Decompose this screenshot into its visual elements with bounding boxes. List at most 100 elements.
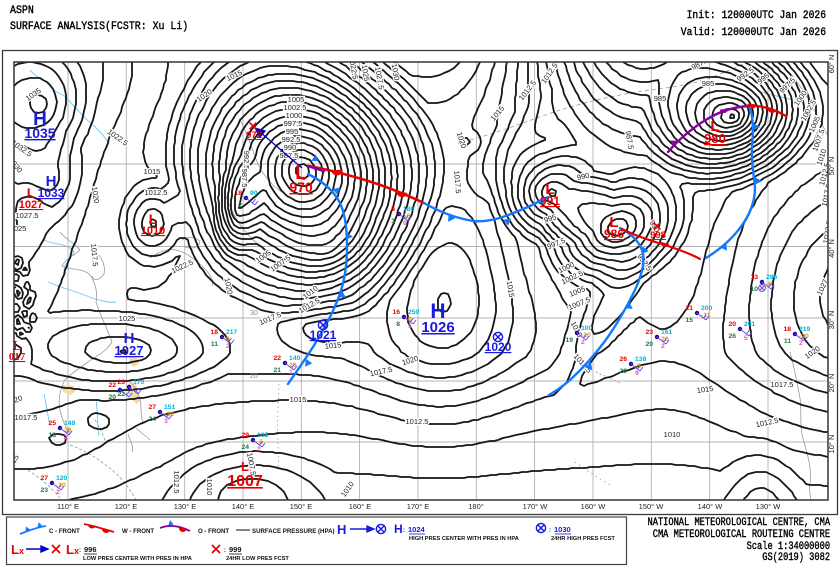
svg-text:1015: 1015 bbox=[290, 395, 307, 404]
svg-text:1020: 1020 bbox=[455, 131, 469, 150]
svg-text:1017.5: 1017.5 bbox=[452, 170, 463, 194]
svg-text:1: 1 bbox=[289, 369, 293, 376]
svg-text:15: 15 bbox=[685, 317, 693, 324]
svg-text:1021: 1021 bbox=[310, 328, 337, 342]
svg-text:997.5: 997.5 bbox=[284, 119, 303, 128]
svg-text:50° N: 50° N bbox=[827, 157, 836, 176]
svg-text:10: 10 bbox=[750, 286, 758, 293]
svg-text:990: 990 bbox=[576, 171, 590, 182]
svg-text:999: 999 bbox=[229, 545, 242, 554]
svg-text:C - FRONT: C - FRONT bbox=[49, 528, 80, 535]
svg-text:1026: 1026 bbox=[421, 319, 454, 336]
svg-text:1035: 1035 bbox=[24, 86, 43, 103]
svg-text:2: 2 bbox=[226, 343, 230, 350]
svg-text:170° E: 170° E bbox=[407, 502, 430, 511]
svg-text:2: 2 bbox=[238, 202, 242, 209]
svg-text:017: 017 bbox=[9, 351, 26, 363]
svg-text:996: 996 bbox=[84, 545, 97, 554]
svg-text:1025: 1025 bbox=[119, 314, 136, 323]
svg-text:201: 201 bbox=[744, 321, 756, 328]
svg-text:SURFACE PRESSURE (HPA): SURFACE PRESSURE (HPA) bbox=[252, 528, 335, 535]
svg-text:-20: -20 bbox=[164, 411, 174, 418]
svg-text:L: L bbox=[241, 459, 249, 474]
svg-text:20: 20 bbox=[108, 394, 116, 401]
svg-text:1005: 1005 bbox=[254, 248, 273, 265]
svg-text:286: 286 bbox=[766, 274, 778, 281]
svg-text::: : bbox=[403, 527, 405, 534]
svg-text:1017.5: 1017.5 bbox=[771, 380, 794, 389]
svg-text:1020: 1020 bbox=[90, 186, 101, 204]
svg-text:29: 29 bbox=[241, 432, 249, 439]
svg-text:1010: 1010 bbox=[141, 225, 165, 237]
svg-text:217: 217 bbox=[226, 329, 238, 336]
svg-text:250: 250 bbox=[408, 309, 420, 316]
svg-text:3: 3 bbox=[164, 418, 168, 425]
svg-text:30: 30 bbox=[250, 310, 258, 317]
svg-text:H: H bbox=[46, 173, 57, 190]
svg-text:L: L bbox=[545, 181, 554, 198]
svg-text:1012.5: 1012.5 bbox=[755, 416, 779, 430]
svg-text:1024: 1024 bbox=[408, 525, 426, 534]
svg-text:1020: 1020 bbox=[803, 344, 822, 361]
svg-text:24: 24 bbox=[241, 444, 249, 451]
svg-text:161: 161 bbox=[661, 329, 673, 336]
svg-text:1012.5: 1012.5 bbox=[145, 188, 168, 197]
svg-text:1030: 1030 bbox=[554, 525, 571, 534]
svg-text:-10: -10 bbox=[56, 482, 66, 489]
svg-text:9: 9 bbox=[226, 336, 230, 343]
svg-text:992.5: 992.5 bbox=[242, 151, 251, 170]
svg-text:1020: 1020 bbox=[195, 87, 214, 104]
svg-text:90: 90 bbox=[250, 190, 258, 197]
svg-text:L: L bbox=[295, 163, 307, 184]
svg-text:20: 20 bbox=[619, 368, 627, 375]
svg-text:140° W: 140° W bbox=[698, 502, 724, 511]
svg-text:1007.5: 1007.5 bbox=[268, 253, 292, 274]
svg-text:1017.5: 1017.5 bbox=[89, 243, 100, 267]
svg-text:Lx: Lx bbox=[11, 542, 24, 557]
svg-text:-20: -20 bbox=[581, 332, 591, 339]
svg-text:22: 22 bbox=[108, 382, 116, 389]
svg-text:2: 2 bbox=[64, 434, 68, 441]
svg-text:10° N: 10° N bbox=[827, 435, 836, 454]
svg-text:160° E: 160° E bbox=[349, 502, 372, 511]
svg-text:H: H bbox=[33, 109, 47, 130]
svg-text:986: 986 bbox=[604, 227, 624, 241]
svg-text:40° N: 40° N bbox=[827, 239, 836, 258]
svg-text:W - FRONT: W - FRONT bbox=[122, 528, 154, 535]
svg-text:1017.5: 1017.5 bbox=[15, 413, 38, 422]
svg-text:151: 151 bbox=[164, 404, 176, 411]
svg-text:1020: 1020 bbox=[222, 277, 234, 295]
svg-text:1012.5: 1012.5 bbox=[406, 417, 429, 426]
svg-text:987.5: 987.5 bbox=[690, 55, 711, 72]
svg-text:11: 11 bbox=[211, 341, 218, 348]
svg-text:186: 186 bbox=[403, 206, 415, 213]
svg-text:H: H bbox=[394, 522, 403, 536]
svg-text:170: 170 bbox=[133, 379, 145, 386]
svg-text:1015: 1015 bbox=[696, 384, 714, 395]
svg-text:13: 13 bbox=[750, 274, 758, 281]
svg-text:1030: 1030 bbox=[390, 63, 402, 81]
svg-text:1: 1 bbox=[408, 323, 412, 330]
svg-text:5: 5 bbox=[391, 206, 395, 213]
svg-text:1005: 1005 bbox=[288, 95, 305, 104]
svg-text:1033: 1033 bbox=[38, 186, 65, 200]
svg-text:991: 991 bbox=[540, 194, 560, 208]
svg-text:100: 100 bbox=[581, 325, 593, 332]
svg-text:120° E: 120° E bbox=[115, 502, 138, 511]
svg-text:H: H bbox=[124, 330, 135, 347]
svg-text:1010: 1010 bbox=[339, 480, 356, 499]
svg-text:-5: -5 bbox=[257, 439, 263, 446]
svg-text:11: 11 bbox=[784, 338, 791, 345]
svg-text:987.5: 987.5 bbox=[623, 130, 635, 150]
svg-text:2: 2 bbox=[799, 340, 803, 347]
svg-text:9: 9 bbox=[635, 370, 639, 377]
svg-text:1015: 1015 bbox=[489, 104, 507, 123]
svg-text:Lx: Lx bbox=[66, 542, 79, 557]
svg-text:26: 26 bbox=[619, 356, 627, 363]
svg-text:170° W: 170° W bbox=[523, 502, 549, 511]
svg-text:8: 8 bbox=[396, 321, 400, 328]
svg-text:1020: 1020 bbox=[485, 340, 512, 354]
svg-text:-8: -8 bbox=[766, 281, 772, 288]
svg-text:1025: 1025 bbox=[360, 64, 372, 82]
svg-text:150° E: 150° E bbox=[290, 502, 313, 511]
